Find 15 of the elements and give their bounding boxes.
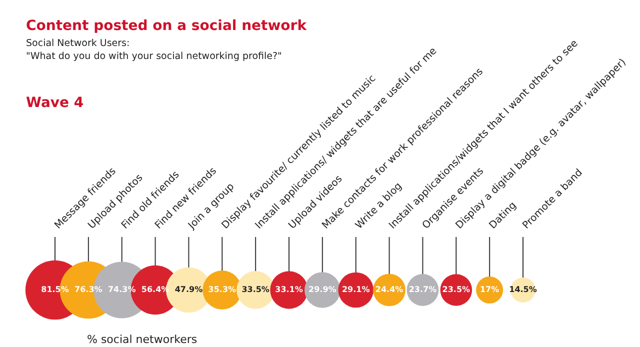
data-label: 29.1% [342,285,370,294]
data-label: 23.5% [442,285,470,294]
data-label: 24.4% [375,285,404,294]
data-label: 35.3% [208,285,236,294]
data-label: 17% [480,285,500,294]
text: Social Network Users: "What do you do with your social networking profile?" [26,38,282,62]
data-label: 23.7% [408,285,437,294]
text: % social networkers [87,333,198,346]
data-label: 29.9% [308,285,336,294]
data-label: 14.5% [509,285,537,294]
text: Content posted on a social network [26,18,308,34]
data-label: 33.5% [242,285,270,294]
text: Wave 4 [26,95,84,111]
data-label: 33.1% [275,285,303,294]
data-label: 47.9% [174,285,203,294]
